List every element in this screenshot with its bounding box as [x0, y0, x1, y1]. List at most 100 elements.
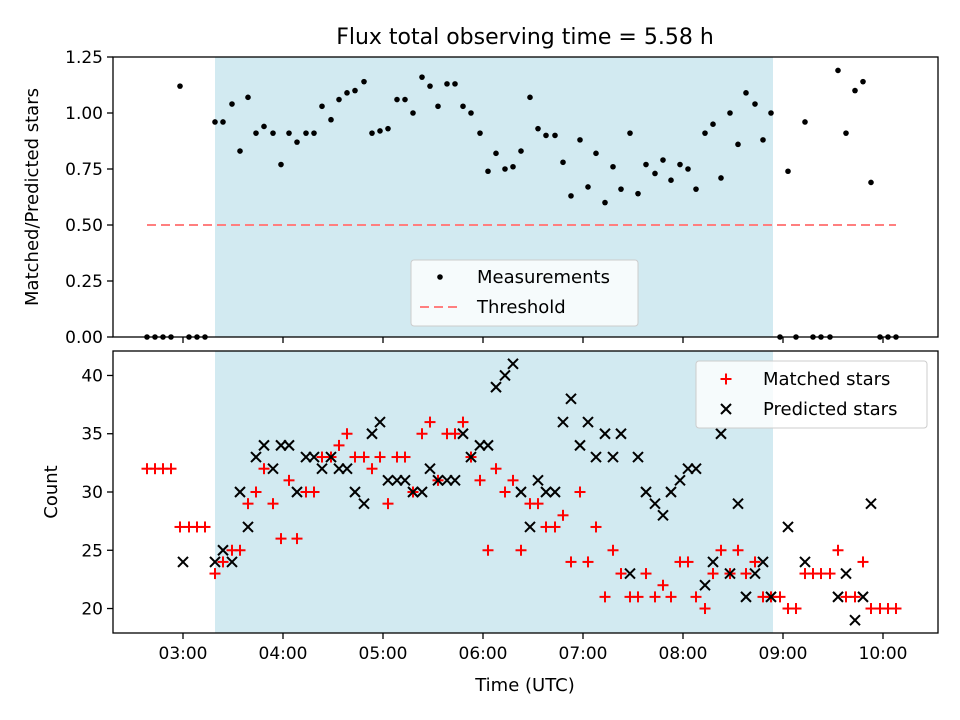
measurement-point: [868, 179, 874, 186]
matched-star-marker: [250, 486, 262, 498]
matched-star-marker: [590, 521, 602, 533]
x-tick-label: 06:00: [459, 644, 508, 664]
matched-star-marker: [366, 463, 378, 475]
measurement-point: [577, 137, 583, 143]
matched-star-marker: [242, 498, 254, 510]
predicted-star-marker: [416, 486, 428, 498]
count-y-ticks: 20 25 30 35 40: [81, 366, 113, 620]
count-panel: 20 25 30 35 40 03:00 04:00 05:00 06:00 07:00 08:0…: [41, 350, 939, 696]
matched-star-marker: [749, 556, 761, 568]
matched-star-marker: [217, 556, 229, 568]
predicted-star-marker: [449, 474, 461, 487]
measurement-point: [843, 130, 849, 136]
measurement-points: [144, 67, 899, 340]
legend-measurement-marker: [437, 274, 443, 280]
measurement-point: [677, 161, 683, 168]
measurement-point: [535, 125, 541, 132]
matched-star-marker: [565, 556, 577, 568]
predicted-star-marker: [209, 556, 221, 568]
predicted-star-marker: [242, 521, 254, 533]
measurement-point: [261, 123, 267, 130]
predicted-star-marker: [840, 567, 852, 580]
measurement-point: [602, 199, 608, 206]
predicted-star-marker: [540, 486, 552, 498]
predicted-star-marker: [349, 486, 361, 498]
measurement-point: [610, 163, 616, 170]
matched-star-marker: [358, 451, 370, 463]
measurement-point: [229, 101, 235, 107]
predicted-star-marker: [549, 486, 561, 498]
figure-title: Flux total observing time = 5.58 h: [336, 25, 714, 50]
predicted-star-marker: [699, 579, 711, 591]
measurement-point: [835, 67, 841, 74]
measurement-point: [627, 130, 633, 136]
measurement-point: [344, 90, 350, 96]
predicted-star-marker: [407, 486, 419, 498]
count-y-axis-label: Count: [41, 465, 62, 518]
matched-star-marker: [824, 568, 836, 580]
legend-plus-marker: [720, 373, 732, 385]
measurement-point: [286, 130, 292, 136]
matched-star-marker: [657, 579, 669, 591]
predicted-star-marker: [740, 591, 752, 603]
measurement-point: [237, 148, 243, 154]
matched-star-marker: [333, 439, 345, 451]
legend-matched-marker: [720, 373, 732, 385]
measurement-point: [543, 132, 549, 139]
matched-star-marker: [267, 498, 279, 510]
measurement-point: [718, 175, 724, 181]
matched-star-marker: [374, 451, 386, 463]
measurement-point: [177, 83, 183, 89]
predicted-star-marker: [707, 556, 719, 568]
matched-star-marker: [732, 544, 744, 556]
y-tick-label: 25: [81, 541, 103, 561]
measurement-point: [510, 163, 516, 170]
measurement-point: [444, 81, 450, 87]
y-tick-label: 0.75: [65, 160, 103, 180]
predicted-star-marker: [258, 439, 270, 452]
x-tick-label: 07:00: [559, 644, 608, 664]
predicted-star-marker: [732, 497, 744, 510]
predicted-star-marker: [557, 416, 569, 428]
ratio-panel: 0.00 0.25 0.50 0.75 1.00 1.25 Matched/Predict…: [22, 48, 939, 348]
measurement-point: [468, 110, 474, 116]
matched-star-marker: [507, 474, 519, 486]
measurement-point: [385, 125, 391, 132]
measurement-point: [493, 150, 499, 157]
measurement-point: [752, 101, 758, 107]
measurement-point: [452, 81, 458, 87]
measurement-point: [593, 150, 599, 157]
y-tick-label: 0.00: [65, 328, 103, 348]
matched-star-marker: [890, 603, 902, 615]
measurement-point: [802, 119, 808, 125]
measurement-point: [560, 159, 566, 166]
x-tick-label: 03:00: [159, 644, 208, 664]
predicted-star-marker: [632, 451, 644, 463]
predicted-star-marker: [499, 369, 511, 382]
predicted-star-marker: [599, 428, 611, 440]
predicted-star-marker: [316, 462, 328, 475]
matched-star-marker: [699, 603, 711, 615]
matched-star-marker: [424, 416, 436, 428]
x-tick-label: 08:00: [659, 644, 708, 664]
measurement-point: [377, 128, 383, 134]
measurement-point: [485, 168, 491, 175]
predicted-star-marker: [590, 451, 602, 463]
matched-star-marker: [632, 591, 644, 603]
matched-star-marker: [607, 544, 619, 556]
y-tick-label: 40: [81, 366, 103, 386]
measurement-point: [394, 96, 400, 103]
measurement-point: [685, 166, 691, 172]
measurement-point: [618, 186, 624, 192]
observing-span: [215, 351, 773, 633]
matched-star-marker: [234, 544, 246, 556]
measurement-point: [735, 141, 741, 148]
predicted-star-marker: [665, 486, 677, 498]
measurement-point: [245, 94, 251, 101]
measurement-point: [212, 119, 218, 125]
measurement-point: [652, 170, 658, 177]
matched-star-marker: [482, 544, 494, 556]
matched-star-marker: [474, 474, 486, 486]
predicted-star-marker: [582, 416, 594, 428]
predicted-star-marker: [267, 462, 279, 475]
